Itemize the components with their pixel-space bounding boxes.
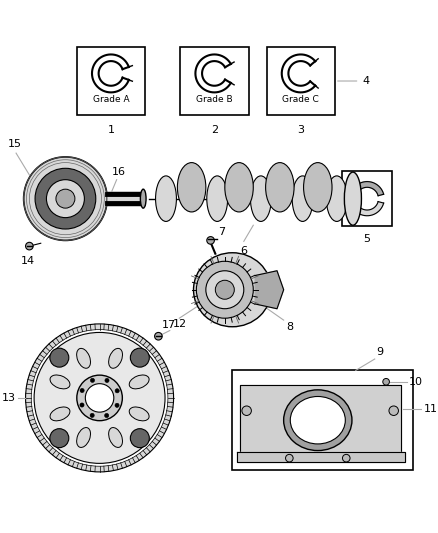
Circle shape <box>34 333 165 463</box>
Text: 9: 9 <box>377 347 384 357</box>
Ellipse shape <box>77 427 91 447</box>
Circle shape <box>206 271 244 309</box>
Circle shape <box>80 389 84 393</box>
Circle shape <box>46 180 85 217</box>
Polygon shape <box>350 182 384 199</box>
Circle shape <box>207 237 214 244</box>
Text: 14: 14 <box>21 256 35 265</box>
Text: 4: 4 <box>362 76 370 86</box>
Bar <box>267 47 335 115</box>
Circle shape <box>242 406 251 415</box>
Bar <box>180 47 248 115</box>
Text: 2: 2 <box>211 125 218 135</box>
Ellipse shape <box>194 253 271 327</box>
Ellipse shape <box>265 163 294 212</box>
Bar <box>343 171 392 226</box>
Ellipse shape <box>290 397 345 444</box>
Circle shape <box>383 378 389 385</box>
Ellipse shape <box>50 375 70 389</box>
Ellipse shape <box>304 163 332 212</box>
Text: Grade C: Grade C <box>283 95 319 104</box>
Circle shape <box>131 429 149 448</box>
Circle shape <box>25 324 173 472</box>
Text: 12: 12 <box>173 319 187 329</box>
Circle shape <box>50 429 69 448</box>
Circle shape <box>105 414 109 417</box>
Circle shape <box>56 189 75 208</box>
Polygon shape <box>237 453 405 462</box>
Polygon shape <box>240 385 401 458</box>
Ellipse shape <box>140 189 146 208</box>
Ellipse shape <box>207 176 228 221</box>
Circle shape <box>24 157 107 240</box>
Circle shape <box>115 403 119 407</box>
Circle shape <box>25 243 33 250</box>
Bar <box>77 47 145 115</box>
Text: 6: 6 <box>240 246 247 256</box>
Circle shape <box>50 348 69 367</box>
Ellipse shape <box>284 390 352 450</box>
Ellipse shape <box>109 427 123 447</box>
Circle shape <box>85 384 114 412</box>
Text: 17: 17 <box>161 320 176 330</box>
Ellipse shape <box>177 163 206 212</box>
Ellipse shape <box>50 407 70 421</box>
Circle shape <box>131 348 149 367</box>
Text: 8: 8 <box>286 322 293 332</box>
Polygon shape <box>350 200 384 216</box>
Circle shape <box>215 280 234 299</box>
Text: 11: 11 <box>424 404 438 414</box>
Text: 3: 3 <box>297 125 304 135</box>
Ellipse shape <box>109 349 123 368</box>
Ellipse shape <box>77 349 91 368</box>
Circle shape <box>105 378 109 383</box>
Circle shape <box>155 333 162 340</box>
Circle shape <box>80 403 84 407</box>
Ellipse shape <box>225 163 253 212</box>
Circle shape <box>286 454 293 462</box>
Text: 5: 5 <box>364 234 371 244</box>
Circle shape <box>31 329 168 466</box>
Circle shape <box>35 168 96 229</box>
Circle shape <box>389 406 399 415</box>
Circle shape <box>115 389 119 393</box>
Text: 15: 15 <box>8 139 22 149</box>
Text: Grade B: Grade B <box>196 95 233 104</box>
Text: 7: 7 <box>218 227 225 237</box>
Ellipse shape <box>292 176 313 221</box>
Circle shape <box>77 375 122 421</box>
Text: 1: 1 <box>107 125 114 135</box>
Ellipse shape <box>251 176 271 221</box>
Ellipse shape <box>326 176 347 221</box>
Text: Grade A: Grade A <box>93 95 129 104</box>
Ellipse shape <box>129 375 149 389</box>
Ellipse shape <box>344 172 361 225</box>
Polygon shape <box>255 271 284 309</box>
Text: 10: 10 <box>409 377 423 387</box>
Ellipse shape <box>155 176 177 221</box>
Text: 13: 13 <box>2 393 16 403</box>
Circle shape <box>90 413 94 417</box>
Bar <box>233 370 413 470</box>
Circle shape <box>343 454 350 462</box>
Circle shape <box>90 378 95 382</box>
Circle shape <box>196 261 253 318</box>
Text: 16: 16 <box>112 167 126 177</box>
Ellipse shape <box>129 407 149 421</box>
